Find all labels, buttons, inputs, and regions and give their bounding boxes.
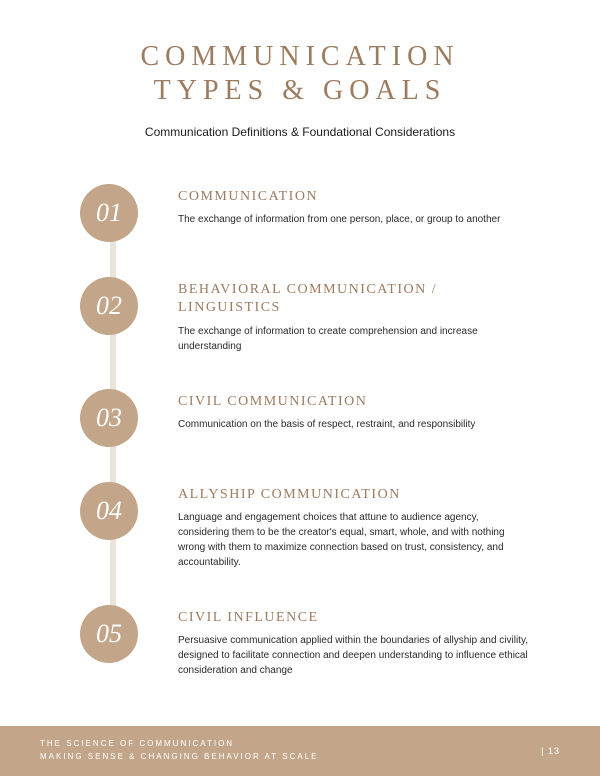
number-circle: 04 <box>80 482 138 540</box>
footer-line-1: THE SCIENCE OF COMMUNICATION <box>40 739 234 748</box>
item-title: BEHAVIORAL COMMUNICATION / LINGUISTICS <box>178 281 530 317</box>
list-item: 04 ALLYSHIP COMMUNICATION Language and e… <box>80 482 540 570</box>
item-description: The exchange of information to create co… <box>178 324 530 354</box>
title-line-1: COMMUNICATION <box>140 41 459 72</box>
footer-line-2: MAKING SENSE & CHANGING BEHAVIOR AT SCAL… <box>40 752 319 761</box>
item-content: CIVIL INFLUENCE Persuasive communication… <box>178 605 540 678</box>
list-item: 01 COMMUNICATION The exchange of informa… <box>80 184 540 242</box>
title-line-2: TYPES & GOALS <box>154 75 447 106</box>
item-title: COMMUNICATION <box>178 188 500 206</box>
number-circle: 01 <box>80 184 138 242</box>
item-title: CIVIL INFLUENCE <box>178 609 530 627</box>
page-content: COMMUNICATION TYPES & GOALS Communicatio… <box>0 0 600 678</box>
number-circle: 05 <box>80 605 138 663</box>
item-description: The exchange of information from one per… <box>178 212 500 227</box>
item-number: 05 <box>96 619 122 649</box>
item-number: 03 <box>96 403 122 433</box>
item-title: CIVIL COMMUNICATION <box>178 393 475 411</box>
item-content: ALLYSHIP COMMUNICATION Language and enga… <box>178 482 540 570</box>
page-title: COMMUNICATION TYPES & GOALS <box>60 40 540 107</box>
item-content: COMMUNICATION The exchange of informatio… <box>178 184 510 227</box>
item-content: BEHAVIORAL COMMUNICATION / LINGUISTICS T… <box>178 277 540 353</box>
list-item: 05 CIVIL INFLUENCE Persuasive communicat… <box>80 605 540 678</box>
item-number: 01 <box>96 198 122 228</box>
item-content: CIVIL COMMUNICATION Communication on the… <box>178 389 485 432</box>
item-description: Persuasive communication applied within … <box>178 633 530 678</box>
list-item: 02 BEHAVIORAL COMMUNICATION / LINGUISTIC… <box>80 277 540 353</box>
footer-text: THE SCIENCE OF COMMUNICATION MAKING SENS… <box>40 738 319 764</box>
item-description: Language and engagement choices that att… <box>178 510 530 570</box>
item-title: ALLYSHIP COMMUNICATION <box>178 486 530 504</box>
item-number: 04 <box>96 496 122 526</box>
number-circle: 02 <box>80 277 138 335</box>
item-description: Communication on the basis of respect, r… <box>178 417 475 432</box>
item-number: 02 <box>96 291 122 321</box>
list-item: 03 CIVIL COMMUNICATION Communication on … <box>80 389 540 447</box>
page-footer: THE SCIENCE OF COMMUNICATION MAKING SENS… <box>0 726 600 776</box>
items-container: 01 COMMUNICATION The exchange of informa… <box>60 184 540 678</box>
page-subtitle: Communication Definitions & Foundational… <box>60 125 540 139</box>
number-circle: 03 <box>80 389 138 447</box>
page-number: | 13 <box>541 746 560 756</box>
